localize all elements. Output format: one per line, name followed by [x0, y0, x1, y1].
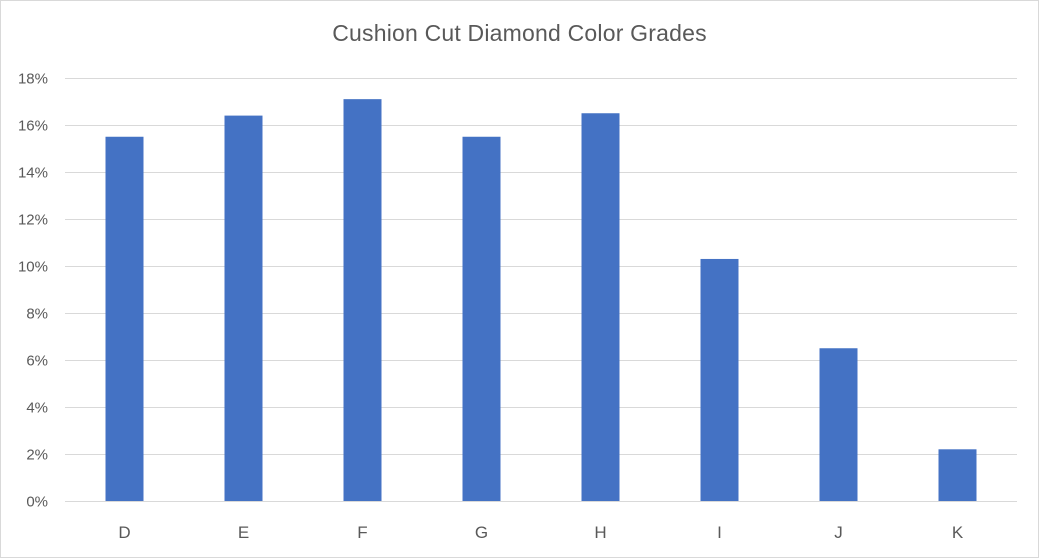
- y-tick-label: 6%: [26, 353, 48, 370]
- bar: [581, 113, 620, 501]
- chart-title: Cushion Cut Diamond Color Grades: [332, 20, 707, 46]
- y-tick-label: 0%: [26, 494, 48, 511]
- bar: [819, 348, 858, 501]
- x-tick-label: H: [594, 523, 606, 542]
- y-tick-label: 18%: [18, 71, 48, 88]
- y-tick-label: 8%: [26, 306, 48, 323]
- x-tick-label: K: [952, 523, 964, 542]
- bar: [938, 449, 977, 501]
- y-tick-label: 2%: [26, 447, 48, 464]
- y-tick-label: 10%: [18, 259, 48, 276]
- x-tick-label: I: [717, 523, 722, 542]
- x-tick-label: E: [238, 523, 249, 542]
- x-tick-label: F: [357, 523, 367, 542]
- bar: [462, 136, 501, 501]
- x-tick-label: D: [118, 523, 130, 542]
- bar: [224, 115, 263, 501]
- y-tick-label: 14%: [18, 165, 48, 182]
- x-tick-label: J: [834, 523, 843, 542]
- y-tick-label: 16%: [18, 118, 48, 135]
- y-tick-label: 12%: [18, 212, 48, 229]
- bar: [105, 136, 144, 501]
- bar: [343, 99, 382, 502]
- y-tick-label: 4%: [26, 400, 48, 417]
- bar: [700, 258, 739, 501]
- x-tick-label: G: [475, 523, 488, 542]
